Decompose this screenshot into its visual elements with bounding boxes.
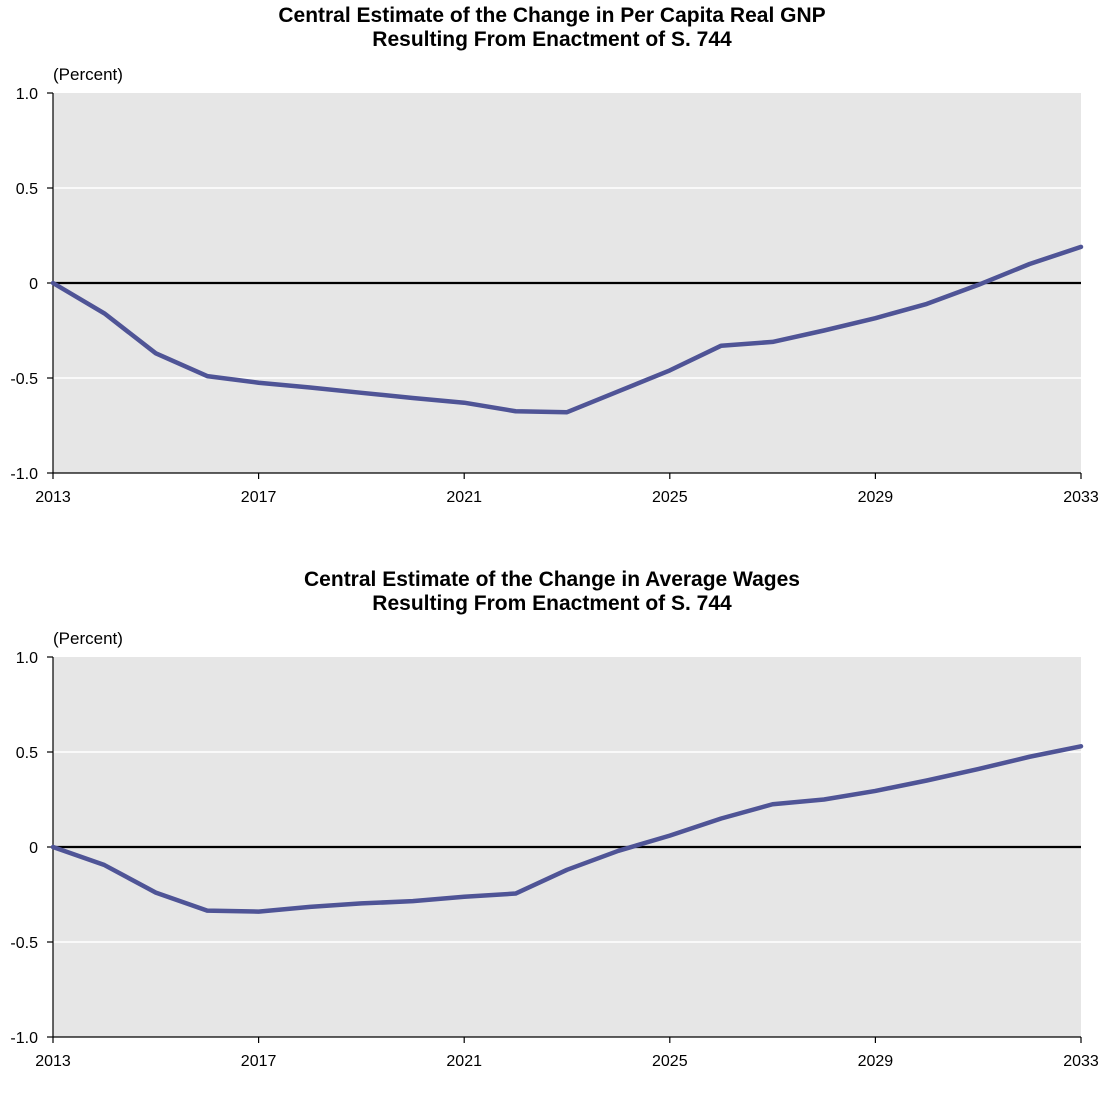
y-axis-unit-label: (Percent) [53, 65, 123, 84]
y-axis-unit-label: (Percent) [53, 629, 123, 648]
x-tick-label: 2013 [35, 489, 71, 506]
series-line [50, 744, 1084, 914]
x-tick-label: 2021 [446, 1053, 482, 1070]
y-tick-label: 0 [29, 840, 38, 857]
chart-title-line-2: Resulting From Enactment of S. 744 [372, 592, 732, 615]
chart-average-wages: Central Estimate of the Change in Averag… [0, 564, 1104, 1094]
series-line [50, 244, 1084, 415]
x-tick-label: 2017 [241, 1053, 277, 1070]
x-tick-label: 2029 [858, 489, 894, 506]
x-tick-label: 2033 [1063, 489, 1099, 506]
x-tick-label: 2017 [241, 489, 277, 506]
chart-title-line-1: Central Estimate of the Change in Averag… [304, 568, 800, 591]
chart-title: Central Estimate of the Change in Averag… [0, 568, 1104, 616]
x-tick-label: 2013 [35, 1053, 71, 1070]
x-tick-label: 2033 [1063, 1053, 1099, 1070]
chart-title-line-1: Central Estimate of the Change in Per Ca… [278, 4, 826, 27]
y-tick-label: 1.0 [16, 86, 38, 103]
chart-per-capita-real-gnp: Central Estimate of the Change in Per Ca… [0, 0, 1104, 530]
y-tick-label: -1.0 [10, 1030, 38, 1047]
x-tick-label: 2029 [858, 1053, 894, 1070]
x-tick-label: 2021 [446, 489, 482, 506]
y-tick-label: -1.0 [10, 466, 38, 483]
y-tick-label: -0.5 [10, 935, 38, 952]
x-tick-label: 2025 [652, 1053, 688, 1070]
y-tick-label: 0.5 [16, 745, 38, 762]
chart-title: Central Estimate of the Change in Per Ca… [0, 4, 1104, 52]
y-tick-label: 0 [29, 276, 38, 293]
chart-title-line-2: Resulting From Enactment of S. 744 [372, 28, 732, 51]
y-tick-label: 0.5 [16, 181, 38, 198]
y-tick-label: -0.5 [10, 371, 38, 388]
x-tick-label: 2025 [652, 489, 688, 506]
chart-plot-area: 1.0 0.5 0 -0.5 -1.0 2013 2017 2021 2025 2029 2033 (… [10, 65, 1099, 506]
chart-plot-area: 1.0 0.5 0 -0.5 -1.0 2013 2017 2021 2025 2029 2033 (… [10, 629, 1099, 1070]
y-tick-label: 1.0 [16, 650, 38, 667]
